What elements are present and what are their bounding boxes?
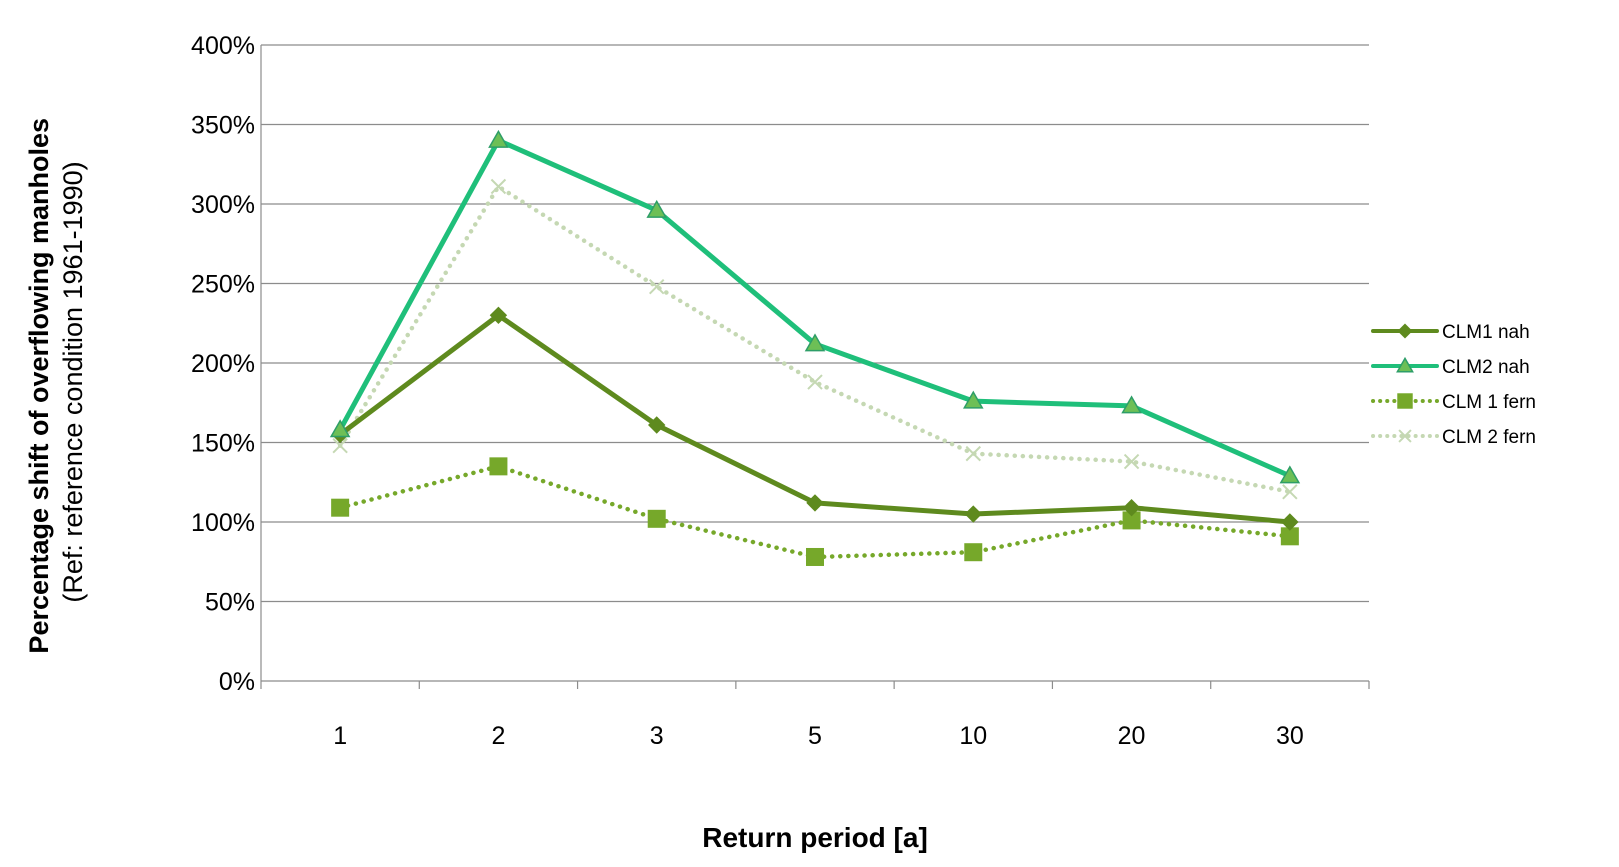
square-marker [1397, 393, 1413, 409]
legend-entry: CLM1 nah [1371, 322, 1530, 343]
diamond-marker [489, 306, 508, 325]
x-marker-stroke [807, 374, 823, 390]
square-marker [331, 498, 350, 517]
y-tick-label: 400% [191, 32, 255, 60]
y-tick-label: 200% [191, 350, 255, 378]
y-axis-title-sub: (Ref: reference condition 1961-1990) [58, 161, 88, 602]
triangle-marker [962, 390, 984, 409]
x-tick-label: 2 [491, 722, 505, 750]
legend-entry: CLM 2 fern [1371, 427, 1536, 448]
x-axis-title: Return period [a] [702, 822, 928, 853]
legend-entry: CLM 1 fern [1371, 392, 1536, 413]
triangle-marker [1121, 395, 1142, 414]
x-marker-stroke [1398, 429, 1412, 443]
x-marker-stroke [1282, 484, 1298, 500]
x-marker-stroke [332, 437, 348, 454]
y-axis-title-main: Percentage shift of overflowing manholes [24, 118, 54, 654]
y-tick-label: 300% [191, 191, 255, 219]
x-marker [807, 374, 823, 390]
x-tick-label: 10 [959, 722, 987, 750]
y-axis-title: Percentage shift of overflowing manholes… [24, 110, 88, 653]
square-marker [489, 457, 508, 476]
square-marker [806, 547, 824, 566]
triangle-marker [804, 333, 826, 352]
x-marker [490, 178, 507, 195]
legend: CLM1 nah CLM2 nah CLM 1 fern CLM 2 fern [1371, 322, 1536, 448]
axes: 0% 50% 100% 150% 200% 250% 300% 350% 400% 1 2 3 5 10 2… [191, 32, 1370, 750]
x-tick-label: 20 [1118, 722, 1146, 750]
y-tick-label: 100% [191, 509, 255, 537]
x-marker [1398, 429, 1412, 443]
x-marker [1123, 453, 1140, 470]
diamond-marker [1281, 513, 1299, 531]
x-marker [965, 445, 981, 462]
x-marker-stroke [965, 445, 981, 462]
x-marker [649, 278, 665, 295]
diamond-marker [964, 505, 982, 523]
x-marker [1282, 484, 1298, 500]
x-marker-stroke [649, 278, 665, 295]
legend-label: CLM1 nah [1442, 322, 1530, 343]
y-tick-label: 50% [205, 589, 255, 617]
diamond-marker [806, 494, 824, 512]
x-tick-label: 30 [1276, 722, 1304, 750]
legend-label: CLM 1 fern [1442, 392, 1536, 413]
series-line-clm-1-fern [337, 464, 1293, 560]
series-group [329, 129, 1301, 566]
diamond-marker [1122, 498, 1141, 517]
legend-label: CLM2 nah [1442, 357, 1530, 378]
x-marker-stroke [490, 178, 507, 195]
x-marker-stroke [1123, 453, 1140, 470]
diamond-marker [1397, 323, 1413, 339]
triangle-marker [329, 419, 351, 438]
triangle-marker [1279, 465, 1301, 484]
legend-entry: CLM2 nah [1371, 356, 1530, 378]
x-tick-label: 1 [333, 722, 347, 750]
y-tick-label: 350% [191, 112, 255, 140]
x-tick-label: 3 [650, 722, 664, 750]
y-tick-label: 0% [219, 668, 255, 696]
triangle-marker [646, 199, 668, 218]
diamond-marker [648, 416, 666, 434]
gridlines [261, 44, 1369, 603]
square-marker [647, 509, 666, 528]
x-marker [332, 437, 348, 454]
square-marker [964, 543, 983, 562]
x-tick-label: 5 [808, 722, 822, 750]
y-tick-label: 150% [191, 430, 255, 458]
triangle-marker [488, 129, 509, 148]
legend-label: CLM 2 fern [1442, 427, 1536, 448]
y-tick-label: 250% [191, 271, 255, 299]
series-line-clm2-nah [337, 137, 1293, 479]
triangle-marker [1396, 356, 1414, 373]
